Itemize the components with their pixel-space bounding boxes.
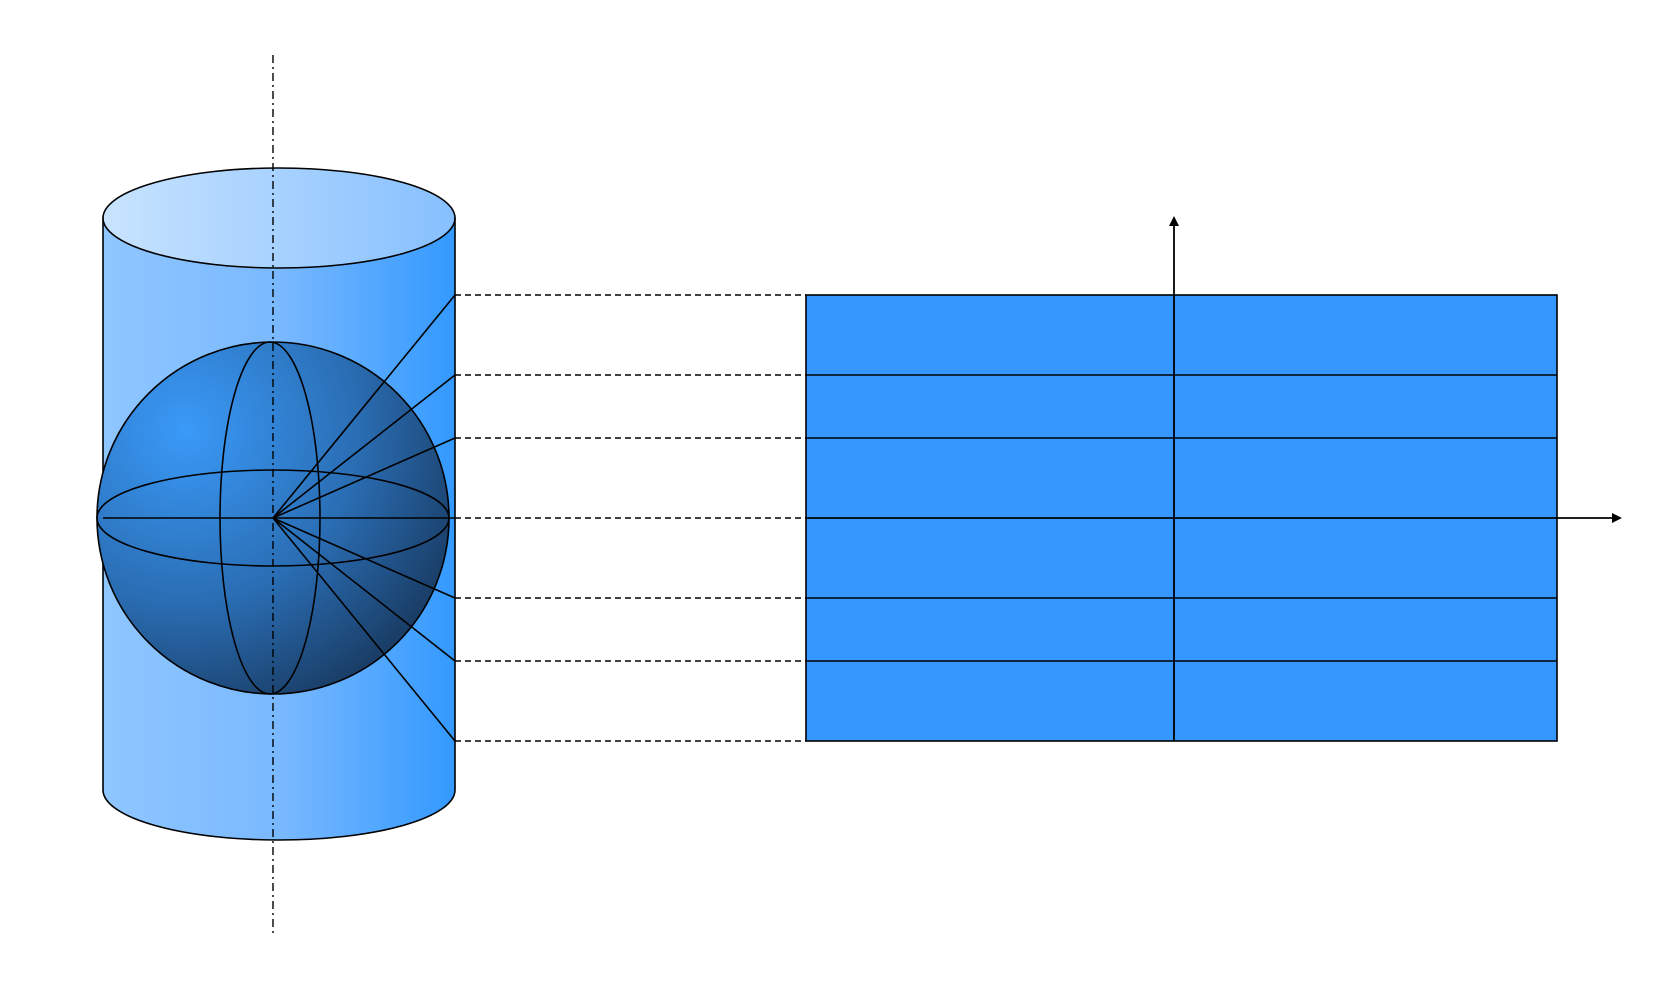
projection-ray: [272, 437, 456, 519]
projection-ray: [272, 517, 456, 599]
projection-ray: [272, 517, 456, 742]
transfer-lines: [455, 294, 806, 742]
projection-ray: [272, 374, 456, 519]
projection-ray: [272, 294, 456, 519]
map-parallels: [806, 374, 1557, 662]
cylinder-top: [102, 167, 456, 269]
projection-rays: [272, 294, 456, 742]
projection-ray: [272, 517, 456, 662]
